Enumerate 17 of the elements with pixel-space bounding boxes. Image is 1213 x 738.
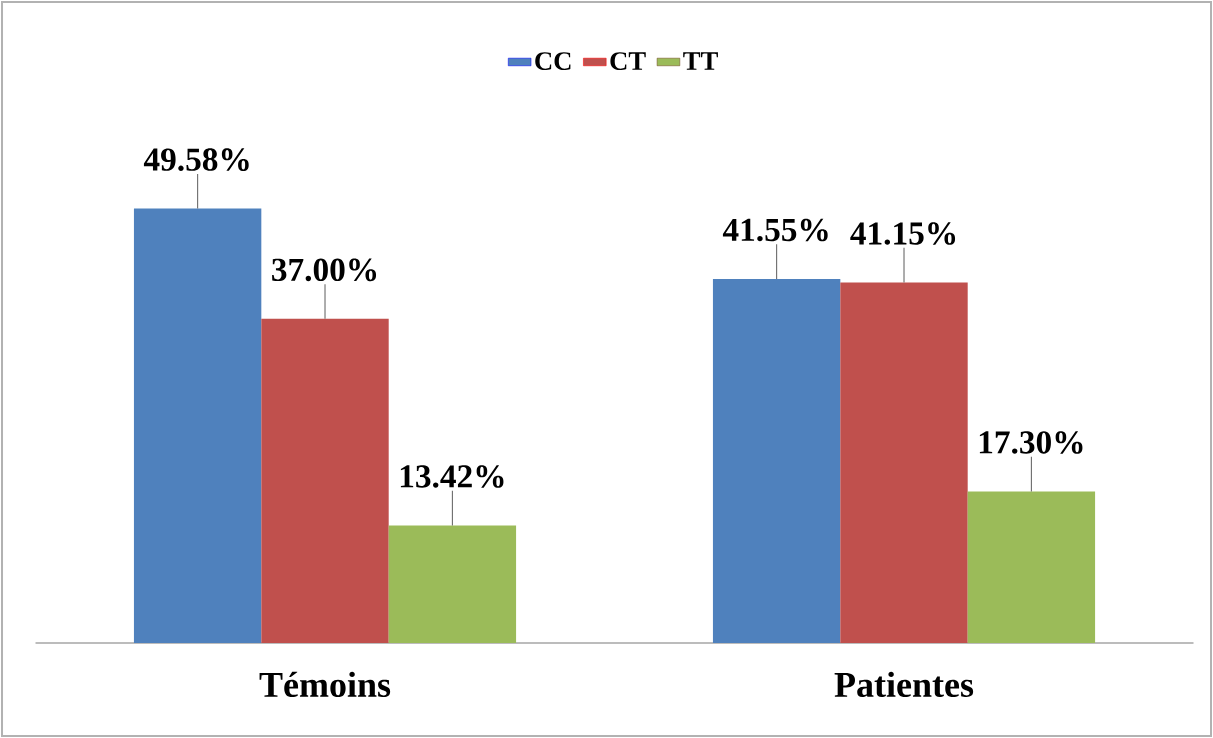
data-label: 49.58%	[143, 148, 249, 171]
data-label: 41.15%	[850, 222, 956, 245]
bar	[261, 318, 389, 643]
data-label: 41.55%	[722, 218, 828, 242]
legend-label: TT	[683, 52, 718, 70]
data-label: 13.42%	[400, 465, 504, 488]
data-label: 37.00%	[272, 258, 377, 282]
bar	[712, 278, 841, 643]
legend-label: CT	[610, 52, 646, 71]
bar	[967, 491, 1096, 643]
legend-label: CC	[535, 52, 571, 71]
x-tick-label: Patientes	[834, 671, 974, 698]
data-label: 17.30%	[979, 431, 1083, 454]
x-tick-label: Témoins	[259, 671, 391, 698]
bar	[388, 525, 517, 643]
bar	[133, 208, 262, 643]
bar	[840, 282, 968, 643]
